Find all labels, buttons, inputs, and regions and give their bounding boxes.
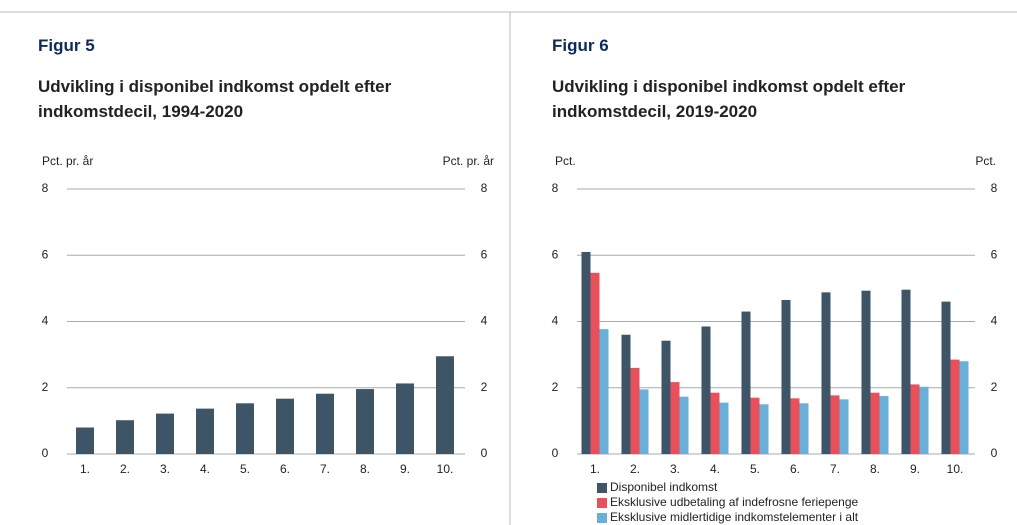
- legend-label: Disponibel indkomst: [610, 480, 718, 494]
- x-tick-label: 9.: [910, 462, 920, 476]
- bar: [630, 367, 640, 454]
- x-tick-label: 6.: [280, 462, 290, 476]
- bar: [196, 408, 214, 454]
- legend-label: Eksklusive midlertidige indkomstelemente…: [610, 510, 859, 524]
- bar: [959, 361, 969, 454]
- y2-tick-label: 8: [481, 181, 488, 195]
- y-axis-label: Pct. pr. år: [42, 154, 93, 168]
- y2-axis-label: Pct.: [975, 154, 996, 168]
- y-tick-label: 2: [42, 380, 49, 394]
- bar: [830, 395, 840, 454]
- bar: [639, 389, 649, 454]
- legend-swatch: [597, 513, 607, 523]
- y2-tick-label: 2: [481, 380, 488, 394]
- y-tick-label: 2: [552, 380, 559, 394]
- bar: [436, 356, 454, 454]
- x-tick-label: 1.: [590, 462, 600, 476]
- chart-title: Udvikling i disponibel indkomst opdelt e…: [38, 77, 392, 121]
- x-tick-label: 8.: [360, 462, 370, 476]
- bar: [396, 383, 414, 454]
- y2-tick-label: 6: [991, 247, 998, 261]
- y-tick-label: 6: [42, 247, 49, 261]
- y2-tick-label: 6: [481, 247, 488, 261]
- x-tick-label: 2.: [630, 462, 640, 476]
- x-tick-label: 10.: [947, 462, 964, 476]
- x-tick-label: 6.: [790, 462, 800, 476]
- bar: [750, 397, 760, 454]
- x-tick-label: 5.: [240, 462, 250, 476]
- chart-title: Udvikling i disponibel indkomst opdelt e…: [552, 77, 906, 121]
- y2-tick-label: 0: [481, 446, 488, 460]
- bar: [276, 398, 294, 454]
- bar: [941, 301, 951, 454]
- bar: [790, 398, 800, 454]
- y-tick-label: 0: [552, 446, 559, 460]
- bar: [719, 402, 729, 454]
- bar: [759, 404, 769, 454]
- bar: [670, 382, 680, 454]
- bar: [316, 393, 334, 454]
- bar: [581, 251, 591, 454]
- bar: [679, 396, 689, 454]
- y2-tick-label: 4: [481, 314, 488, 328]
- x-tick-label: 3.: [160, 462, 170, 476]
- x-tick-label: 1.: [80, 462, 90, 476]
- y-tick-label: 8: [42, 181, 49, 195]
- legend-label: Eksklusive udbetaling af indefrosne feri…: [610, 495, 858, 509]
- x-tick-label: 4.: [710, 462, 720, 476]
- bar: [839, 399, 849, 454]
- legend-swatch: [597, 483, 607, 493]
- y-tick-label: 4: [552, 314, 559, 328]
- bar: [236, 403, 254, 454]
- bar: [116, 420, 134, 454]
- bar: [356, 389, 374, 454]
- y-axis-label: Pct.: [555, 154, 576, 168]
- x-tick-label: 9.: [400, 462, 410, 476]
- legend-swatch: [597, 498, 607, 508]
- bar: [599, 329, 609, 454]
- bar: [910, 384, 920, 454]
- bar: [799, 403, 809, 454]
- bar: [76, 427, 94, 454]
- bar: [861, 290, 871, 454]
- y-tick-label: 4: [42, 314, 49, 328]
- bar: [821, 292, 831, 454]
- x-tick-label: 4.: [200, 462, 210, 476]
- y2-tick-label: 8: [991, 181, 998, 195]
- bar: [701, 326, 711, 454]
- x-tick-label: 7.: [320, 462, 330, 476]
- y2-tick-label: 2: [991, 380, 998, 394]
- x-tick-label: 10.: [437, 462, 454, 476]
- y-tick-label: 8: [552, 181, 559, 195]
- y2-tick-label: 0: [991, 446, 998, 460]
- bar: [901, 289, 911, 454]
- bar: [879, 396, 889, 454]
- x-tick-label: 8.: [870, 462, 880, 476]
- bar: [661, 340, 671, 454]
- bar: [741, 311, 751, 454]
- bar: [621, 334, 631, 454]
- figure-label: Figur 6: [552, 36, 609, 55]
- bar: [870, 392, 880, 454]
- bar: [590, 272, 600, 454]
- x-tick-label: 2.: [120, 462, 130, 476]
- y2-tick-label: 4: [991, 314, 998, 328]
- y2-axis-label: Pct. pr. år: [443, 154, 494, 168]
- y-tick-label: 0: [42, 446, 49, 460]
- bar: [710, 392, 720, 454]
- y-tick-label: 6: [552, 247, 559, 261]
- bar: [781, 299, 791, 454]
- figure-label: Figur 5: [38, 36, 95, 55]
- x-tick-label: 7.: [830, 462, 840, 476]
- bar: [950, 359, 960, 454]
- bar: [919, 386, 929, 454]
- x-tick-label: 3.: [670, 462, 680, 476]
- x-tick-label: 5.: [750, 462, 760, 476]
- bar: [156, 413, 174, 454]
